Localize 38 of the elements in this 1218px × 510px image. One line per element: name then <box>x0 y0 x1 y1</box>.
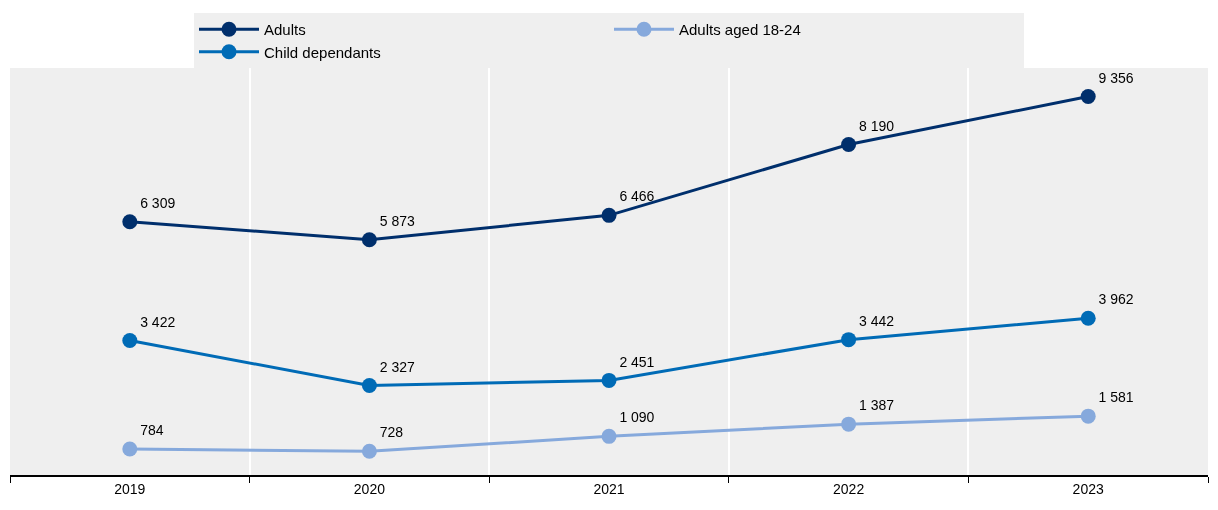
x-tick-label: 2020 <box>353 480 386 497</box>
point <box>361 443 377 459</box>
point <box>601 428 617 444</box>
data-label: 728 <box>379 424 404 441</box>
legend-label: Adults aged 18-24 <box>679 21 801 39</box>
data-label: 3 962 <box>1098 291 1134 308</box>
data-label: 6 466 <box>619 188 655 205</box>
point <box>361 232 377 248</box>
data-label: 2 327 <box>379 358 416 375</box>
data-label: 784 <box>140 422 164 439</box>
x-tick-label: 2023 <box>1072 480 1104 497</box>
point <box>841 332 857 348</box>
data-label: 6 309 <box>140 194 176 211</box>
x-tick-label: 2022 <box>833 480 865 497</box>
legend-label: Child dependants <box>264 43 381 61</box>
point <box>601 372 617 388</box>
data-label: 1 387 <box>858 397 895 414</box>
point <box>1080 408 1096 424</box>
data-label: 3 422 <box>140 313 176 330</box>
data-label: 2 451 <box>619 353 655 370</box>
x-tick-label: 2019 <box>114 480 146 497</box>
point <box>841 136 857 152</box>
point <box>122 441 138 457</box>
point <box>601 207 617 223</box>
point <box>841 416 857 432</box>
x-tick-label: 2021 <box>593 480 625 497</box>
data-label: 5 873 <box>379 212 416 229</box>
legend-label: Adults <box>264 21 306 39</box>
data-label: 1 090 <box>619 409 655 426</box>
point <box>361 378 377 393</box>
point <box>122 332 138 348</box>
point <box>1080 310 1096 326</box>
point <box>1080 89 1096 105</box>
data-label: 1 581 <box>1098 389 1134 406</box>
data-label: 8 190 <box>858 117 895 134</box>
point <box>122 214 138 230</box>
data-label: 9 356 <box>1098 69 1134 86</box>
data-label: 3 442 <box>858 312 895 329</box>
